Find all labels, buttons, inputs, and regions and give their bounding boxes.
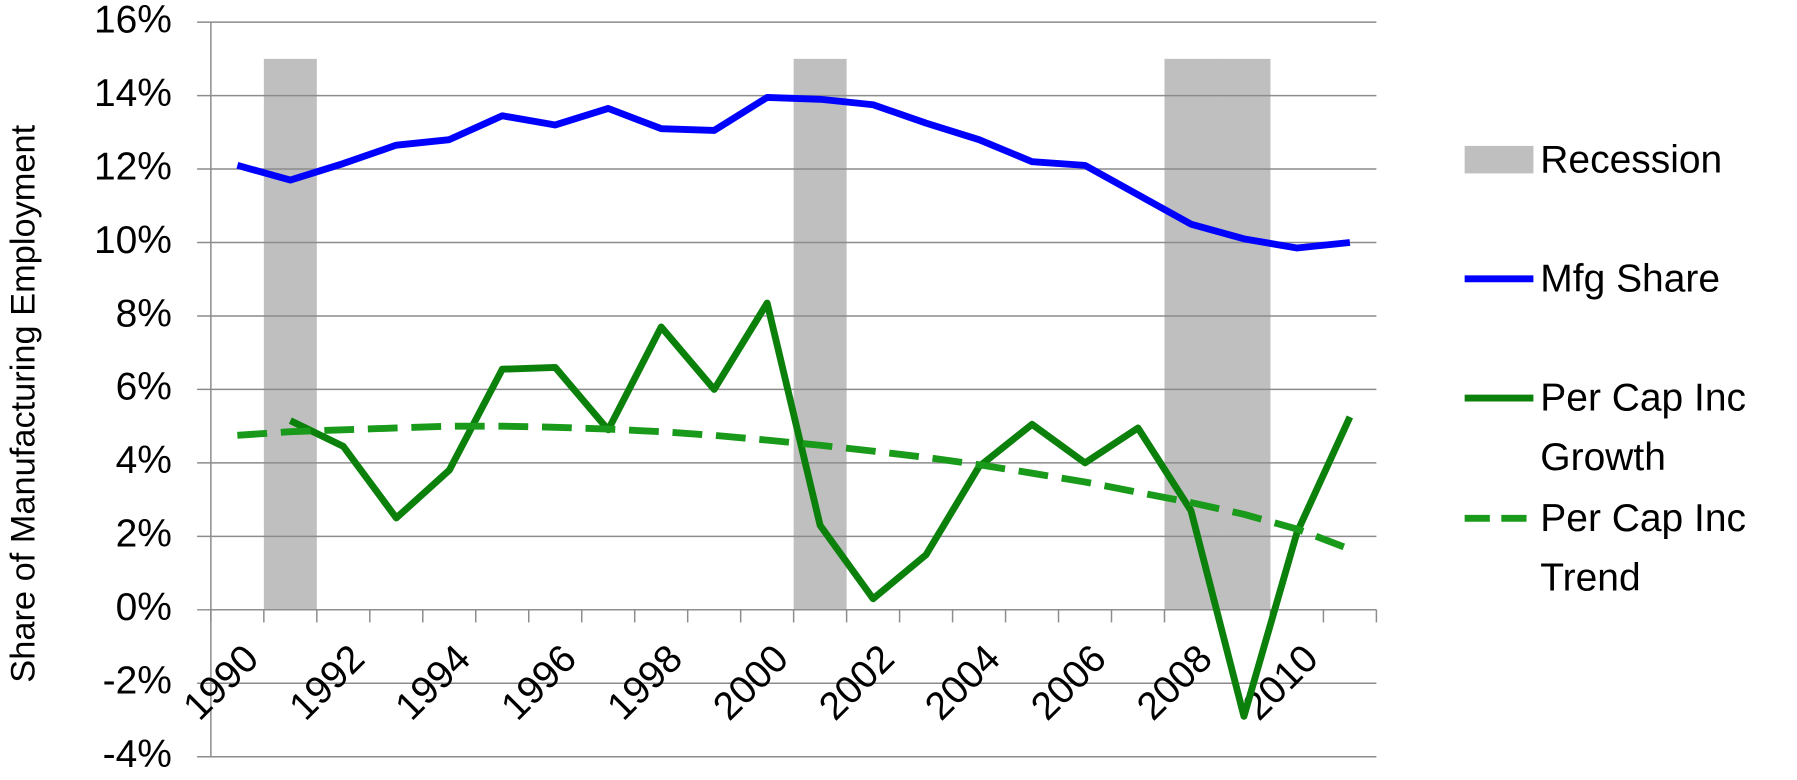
legend-entry: Per Cap Inc Trend bbox=[1540, 496, 1747, 600]
y-tick-label: 4% bbox=[116, 439, 172, 482]
y-tick-label: 10% bbox=[94, 219, 172, 262]
recession-bar bbox=[1164, 58, 1218, 610]
y-tick-label: 0% bbox=[116, 586, 172, 629]
legend-swatch bbox=[1464, 145, 1534, 174]
series-line bbox=[236, 93, 1351, 252]
y-tick-label: -4% bbox=[103, 733, 172, 776]
y-axis-title: Share of Manufacturing Employment bbox=[4, 124, 42, 682]
legend-label: Mfg Share bbox=[1540, 257, 1721, 301]
y-tick-label: 12% bbox=[94, 145, 172, 188]
series-line bbox=[237, 422, 1352, 553]
legend-label: Per Cap Inc Trend bbox=[1540, 496, 1747, 600]
series-line bbox=[288, 299, 1354, 720]
recession-bar bbox=[1217, 58, 1271, 610]
recession-bar bbox=[263, 58, 317, 610]
y-tick-label: 16% bbox=[94, 0, 172, 41]
legend-entry: Per Cap Inc Growth bbox=[1540, 376, 1747, 480]
y-tick-label: 14% bbox=[94, 72, 172, 115]
y-tick-label: 6% bbox=[116, 366, 172, 409]
legend-label: Recession bbox=[1540, 137, 1723, 182]
y-tick-label: -2% bbox=[103, 660, 172, 703]
y-tick-label: 2% bbox=[116, 513, 172, 556]
legend-label: Per Cap Inc Growth bbox=[1540, 376, 1747, 480]
legend-entry: Mfg Share bbox=[1540, 257, 1721, 301]
legend-entry: Recession bbox=[1540, 137, 1723, 182]
y-tick-label: 8% bbox=[116, 292, 172, 335]
